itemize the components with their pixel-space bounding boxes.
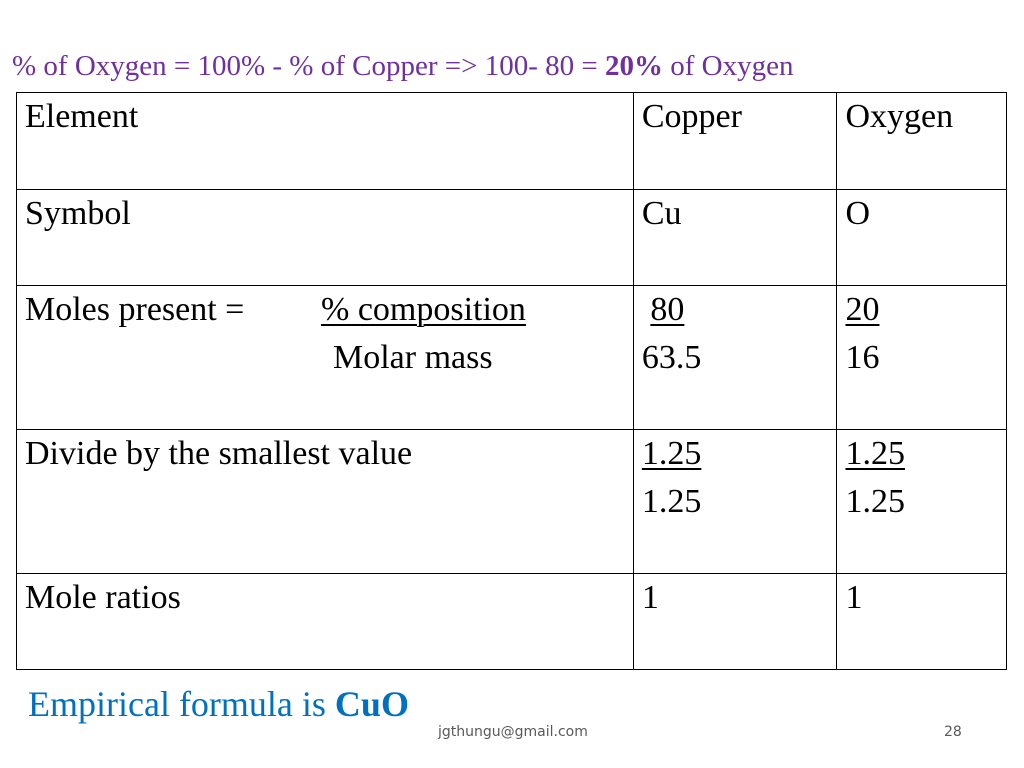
copper-moles-numerator: 80 bbox=[650, 291, 685, 328]
conclusion-text: Empirical formula is bbox=[28, 684, 335, 724]
calculation-headline: % of Oxygen = 100% - % of Copper => 100-… bbox=[12, 50, 793, 83]
headline-suffix: of Oxygen bbox=[662, 50, 794, 82]
row-label-moles: Moles present = bbox=[25, 291, 245, 328]
slide-number: 28 bbox=[944, 724, 962, 740]
oxygen-divide-denominator: 1.25 bbox=[845, 483, 905, 520]
column-header-copper: Copper bbox=[632, 92, 838, 190]
moles-numerator: % composition bbox=[321, 291, 526, 328]
headline-text: % of Oxygen = 100% - % of Copper => 100-… bbox=[12, 50, 605, 82]
author-email: jgthungu@gmail.com bbox=[438, 724, 588, 740]
oxygen-ratio: 1 bbox=[836, 573, 1007, 670]
row-label-ratios: Mole ratios bbox=[16, 573, 634, 670]
table-row-moles: Moles present = % composition Molar mass… bbox=[16, 285, 1007, 430]
copper-divide-numerator: 1.25 bbox=[641, 435, 702, 472]
row-label-divide: Divide by the smallest value bbox=[16, 429, 634, 574]
copper-divide-denominator: 1.25 bbox=[641, 483, 702, 520]
table-row-element: Element Copper Oxygen bbox=[16, 92, 1007, 190]
oxygen-moles-numerator: 20 bbox=[845, 291, 880, 328]
copper-divide-cell: 1.25 1.25 bbox=[632, 429, 838, 574]
oxygen-divide-cell: 1.25 1.25 bbox=[836, 429, 1007, 574]
table-row-ratios: Mole ratios 1 1 bbox=[16, 573, 1007, 670]
oxygen-percent-highlight: 20% bbox=[604, 50, 663, 82]
oxygen-moles-cell: 20 16 bbox=[836, 285, 1007, 430]
row-label-element: Element bbox=[16, 92, 634, 190]
empirical-formula-table: Element Copper Oxygen Symbol Cu O Moles … bbox=[16, 92, 1007, 670]
empirical-formula-conclusion: Empirical formula is CuO bbox=[28, 683, 409, 725]
copper-ratio: 1 bbox=[632, 573, 838, 670]
oxygen-symbol: O bbox=[836, 189, 1007, 286]
oxygen-moles-denominator: 16 bbox=[845, 339, 880, 376]
table-row-symbol: Symbol Cu O bbox=[16, 189, 1007, 286]
column-header-oxygen: Oxygen bbox=[836, 92, 1007, 190]
copper-symbol: Cu bbox=[632, 189, 838, 286]
moles-denominator: Molar mass bbox=[333, 339, 493, 376]
table-row-divide: Divide by the smallest value 1.25 1.25 1… bbox=[16, 429, 1007, 574]
copper-moles-cell: 80 63.5 bbox=[632, 285, 838, 430]
row-label-symbol: Symbol bbox=[16, 189, 634, 286]
moles-formula-cell: Moles present = % composition Molar mass bbox=[16, 285, 634, 430]
empirical-formula: CuO bbox=[334, 684, 409, 724]
oxygen-divide-numerator: 1.25 bbox=[845, 435, 905, 472]
copper-moles-denominator: 63.5 bbox=[641, 339, 702, 376]
